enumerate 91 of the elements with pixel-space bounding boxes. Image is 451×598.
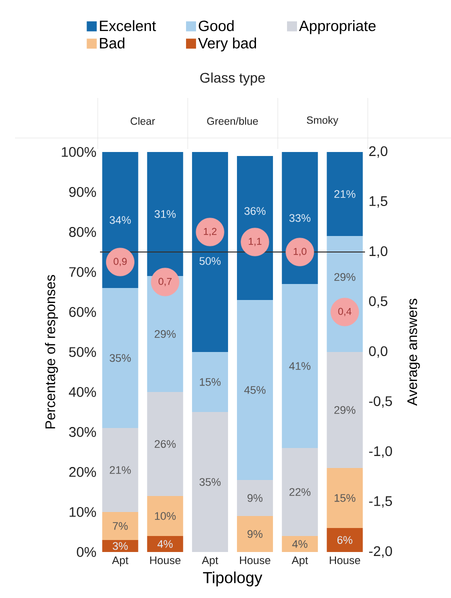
legend-label: Good	[198, 20, 234, 32]
x-tick-label: Apt	[202, 556, 218, 566]
text: Smoky	[306, 116, 338, 126]
bar	[282, 284, 318, 448]
data-label: 21%	[334, 190, 356, 198]
x-tick-label: House	[150, 556, 180, 564]
chart-title: Glass type	[200, 72, 265, 86]
data-label: 29%	[154, 330, 176, 338]
bar	[102, 540, 138, 552]
text: Clear	[130, 117, 155, 125]
bar	[102, 512, 138, 540]
data-label: 29%	[334, 406, 356, 414]
y2-tick-label: 1,0	[370, 246, 388, 258]
data-label: 9%	[248, 494, 262, 502]
data-label: 35%	[110, 354, 131, 362]
bar	[147, 152, 184, 276]
y-tick-label: 20%	[69, 467, 96, 477]
data-label: 35%	[200, 478, 221, 486]
legend-label: Very bad	[198, 37, 256, 52]
y-tick-label: 60%	[69, 307, 96, 317]
y-tick-label: 100%	[62, 147, 96, 157]
bar	[326, 352, 363, 468]
data-label: 6%	[337, 536, 352, 544]
bar	[102, 288, 138, 428]
data-label: 1,1	[248, 238, 262, 246]
y-tick-label: 90%	[69, 187, 96, 197]
data-label: 4%	[157, 540, 173, 548]
y2-tick-label: -2,0	[369, 546, 392, 558]
data-label: 3%	[112, 542, 128, 550]
data-label: 15%	[334, 494, 356, 502]
y-tick-label: 70%	[69, 267, 96, 277]
data-label: 29%	[334, 273, 356, 281]
legend-label: Bad	[100, 37, 124, 48]
bar	[282, 536, 318, 552]
text: Green/blue	[207, 117, 258, 125]
bar	[192, 412, 228, 552]
data-label: 9%	[248, 530, 262, 538]
y2-tick-label: -1,0	[369, 446, 392, 458]
bar	[192, 152, 228, 352]
y-tick-label: 10%	[70, 507, 96, 517]
data-label: 1,2	[204, 228, 216, 236]
data-label: 1,0	[294, 248, 306, 256]
data-label: 7%	[112, 522, 128, 530]
x-tick-label: House	[240, 556, 270, 564]
bar	[102, 428, 138, 512]
y-tick-label: 40%	[68, 387, 96, 397]
bar	[326, 152, 363, 236]
y2-tick-label: -0,5	[369, 396, 392, 408]
x-tick-label: Apt	[292, 556, 308, 566]
bar	[236, 516, 273, 552]
bar	[326, 468, 363, 528]
data-label: 33%	[289, 214, 310, 222]
data-label: 50%	[200, 257, 221, 265]
data-label: 36%	[244, 207, 266, 215]
bar	[236, 300, 273, 480]
y2-axis-title: Average answers	[407, 298, 420, 406]
data-label: 21%	[110, 466, 131, 474]
data-label: 0,9	[114, 258, 127, 266]
data-label: 45%	[244, 386, 266, 394]
data-label: 0,7	[158, 278, 172, 286]
y-tick-label: 30%	[69, 427, 96, 437]
y-tick-label: 80%	[69, 227, 96, 237]
x-tick-label: House	[330, 556, 360, 564]
data-label: 0,4	[338, 308, 352, 316]
y2-tick-label: 1,5	[370, 196, 388, 208]
y-tick-label: 50%	[69, 347, 96, 357]
bar	[236, 480, 273, 516]
bar	[192, 352, 228, 412]
y2-tick-label: 0,5	[369, 296, 388, 308]
legend-label: Excelent	[100, 20, 156, 32]
data-label: 34%	[110, 216, 131, 224]
data-label: 26%	[154, 440, 176, 448]
bar	[147, 496, 184, 536]
data-label: 15%	[200, 378, 221, 386]
bar	[282, 448, 318, 536]
y-tick-label: 0%	[76, 547, 96, 557]
y2-tick-label: 0,0	[369, 346, 388, 358]
data-label: 31%	[154, 210, 176, 218]
data-label: 41%	[289, 362, 310, 370]
bar	[326, 528, 363, 552]
data-label: 10%	[154, 512, 176, 520]
data-label: 4%	[292, 540, 308, 548]
y2-tick-label: 2,0	[369, 146, 388, 158]
x-axis-title: Tipology	[203, 572, 262, 586]
data-label: 22%	[289, 488, 310, 496]
y2-tick-label: -1,5	[369, 496, 392, 508]
bar	[147, 536, 184, 552]
y-axis-title: Percentage of responses	[44, 274, 58, 428]
x-tick-label: Apt	[112, 556, 128, 566]
bar	[147, 392, 184, 496]
legend-label: Appropriate	[299, 20, 376, 34]
